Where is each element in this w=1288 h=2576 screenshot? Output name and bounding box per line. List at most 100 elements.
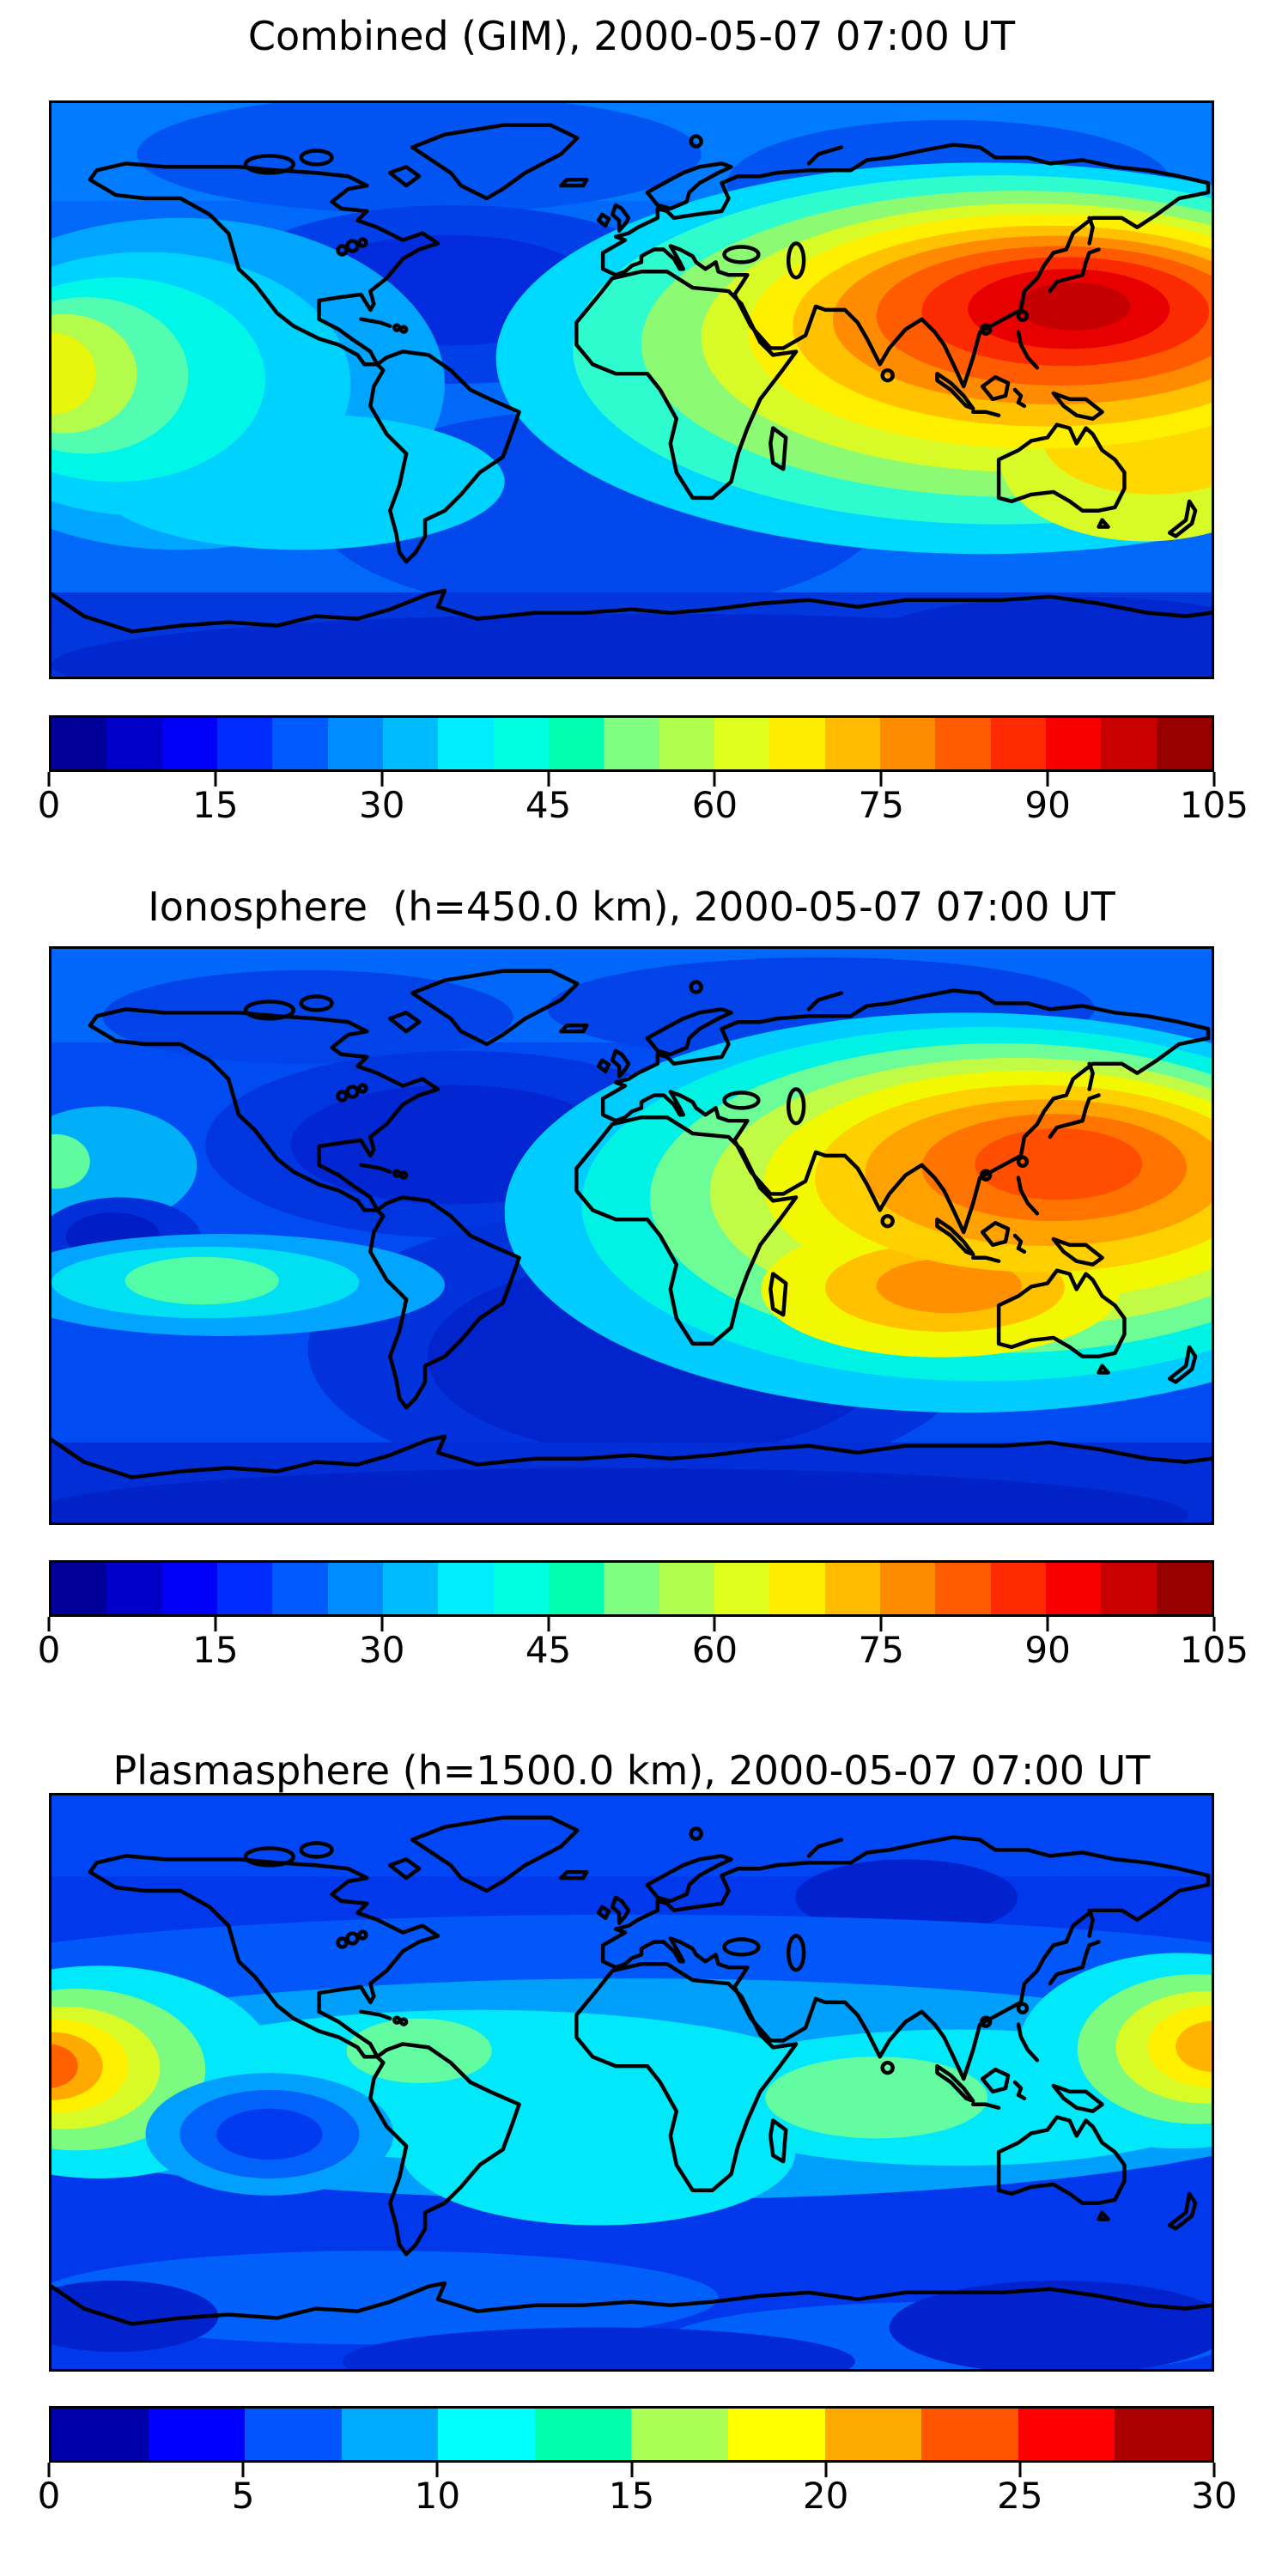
colorbar-segment: [824, 1563, 880, 1614]
colorbar-tick-label: 90: [1024, 784, 1071, 826]
colorbar-segment: [382, 1563, 439, 1614]
colorbar-tick: [380, 1617, 384, 1631]
colorbar-segment: [728, 2409, 825, 2460]
colorbar-segment: [216, 1563, 273, 1614]
panel-title-ionosphere: Ionosphere (h=450.0 km), 2000-05-07 07:0…: [148, 884, 1115, 930]
colorbar-segment: [493, 1563, 549, 1614]
colorbar-tick-label: 75: [858, 1629, 905, 1671]
colorbar-segment: [1045, 718, 1102, 769]
colorbar-segment: [272, 718, 328, 769]
colorbar-segment: [548, 1563, 605, 1614]
colorbar-tick-label: 60: [691, 784, 738, 826]
colorbar-segment: [327, 1563, 383, 1614]
colorbar-tick-label: 15: [192, 784, 239, 826]
colorbar-labels-plasmasphere: 0 5 10 15 20 25 30: [38, 2475, 1237, 2517]
colorbar-segment: [824, 718, 880, 769]
colorbar-segment: [1156, 718, 1212, 769]
colorbar-tick: [879, 772, 883, 787]
colorbar-tick: [380, 772, 384, 787]
colorbar-tick-label: 0: [37, 1629, 61, 1671]
colorbar-tick: [824, 2463, 828, 2477]
colorbar-segment: [52, 2409, 149, 2460]
map-ionosphere: [49, 946, 1214, 1525]
colorbar-ticks-ionosphere: [47, 1617, 1216, 1631]
colorbar-segment: [161, 718, 217, 769]
colorbar-tick-label: 10: [414, 2475, 461, 2517]
colorbar-segment: [1101, 1563, 1157, 1614]
colorbar-segment: [382, 718, 439, 769]
colorbar-tick: [241, 2463, 245, 2477]
colorbar-segment: [824, 2409, 922, 2460]
colorbar-tick: [547, 772, 550, 787]
colorbar-segment: [438, 2409, 535, 2460]
colorbar-segment: [935, 1563, 991, 1614]
colorbar-segment: [879, 1563, 936, 1614]
tec-field-ionosphere: [52, 949, 1212, 1522]
colorbar-segment: [1045, 1563, 1102, 1614]
colorbar-segment: [548, 718, 605, 769]
colorbar-segment: [1018, 2409, 1115, 2460]
colorbar-segment: [990, 718, 1046, 769]
colorbar-tick: [1046, 1617, 1049, 1631]
colorbar-segment: [1156, 1563, 1212, 1614]
colorbar-segment: [493, 718, 549, 769]
colorbar-tick-label: 15: [608, 2475, 655, 2517]
colorbar-tick-label: 30: [1191, 2475, 1237, 2517]
colorbar-segment: [272, 1563, 328, 1614]
colorbar-tick-label: 60: [691, 1629, 738, 1671]
tec-field-plasmasphere: [52, 1795, 1212, 2369]
colorbar-tick: [713, 1617, 716, 1631]
colorbar-tick: [435, 2463, 439, 2477]
colorbar-segment: [935, 718, 991, 769]
colorbar-tick-label: 0: [37, 784, 61, 826]
colorbar-tick-label: 5: [231, 2475, 255, 2517]
colorbar-tick-label: 45: [525, 784, 572, 826]
colorbar-segment: [341, 2409, 439, 2460]
colorbar-segment: [631, 2409, 729, 2460]
colorbar-tick-label: 0: [37, 2475, 61, 2517]
colorbar-tick-label: 20: [802, 2475, 849, 2517]
colorbar-segment: [438, 1563, 494, 1614]
colorbar-segment: [769, 1563, 825, 1614]
colorbar-tick-label: 30: [358, 1629, 405, 1671]
colorbar-segment: [1115, 2409, 1212, 2460]
colorbar-ionosphere: [49, 1560, 1214, 1617]
colorbar-segment: [161, 1563, 217, 1614]
colorbar-tick-label: 105: [1179, 1629, 1249, 1671]
colorbar-segment: [604, 1563, 659, 1614]
map-combined: [49, 100, 1214, 679]
colorbar-segment: [879, 718, 936, 769]
colorbar-tick-label: 105: [1179, 784, 1249, 826]
map-plasmasphere: [49, 1793, 1214, 2372]
colorbar-tick-label: 75: [858, 784, 905, 826]
colorbar-segment: [534, 2409, 632, 2460]
colorbar-segment: [245, 2409, 342, 2460]
colorbar-tick: [713, 772, 716, 787]
panel-title-plasmasphere: Plasmasphere (h=1500.0 km), 2000-05-07 0…: [112, 1747, 1151, 1794]
colorbar-tick: [630, 2463, 633, 2477]
panel-title-combined: Combined (GIM), 2000-05-07 07:00 UT: [247, 13, 1016, 59]
colorbar-tick: [47, 1617, 51, 1631]
colorbar-segment: [921, 2409, 1018, 2460]
colorbar-segment: [1101, 718, 1157, 769]
colorbar-segment: [106, 718, 162, 769]
colorbar-tick: [879, 1617, 883, 1631]
colorbar-segment: [148, 2409, 246, 2460]
colorbar-tick: [47, 2463, 51, 2477]
colorbar-ticks-plasmasphere: [47, 2463, 1216, 2477]
colorbar-tick-label: 25: [997, 2475, 1043, 2517]
colorbar-segment: [769, 718, 825, 769]
colorbar-tick: [214, 772, 217, 787]
colorbar-tick: [1212, 772, 1216, 787]
colorbar-tick-label: 15: [192, 1629, 239, 1671]
colorbar-segment: [990, 1563, 1046, 1614]
colorbar-segment: [216, 718, 273, 769]
colorbar-segment: [52, 718, 107, 769]
colorbar-segment: [438, 718, 494, 769]
colorbar-tick: [1018, 2463, 1022, 2477]
colorbar-tick: [1212, 2463, 1216, 2477]
colorbar-tick-label: 45: [525, 1629, 572, 1671]
colorbar-tick: [1046, 772, 1049, 787]
colorbar-segment: [714, 718, 770, 769]
